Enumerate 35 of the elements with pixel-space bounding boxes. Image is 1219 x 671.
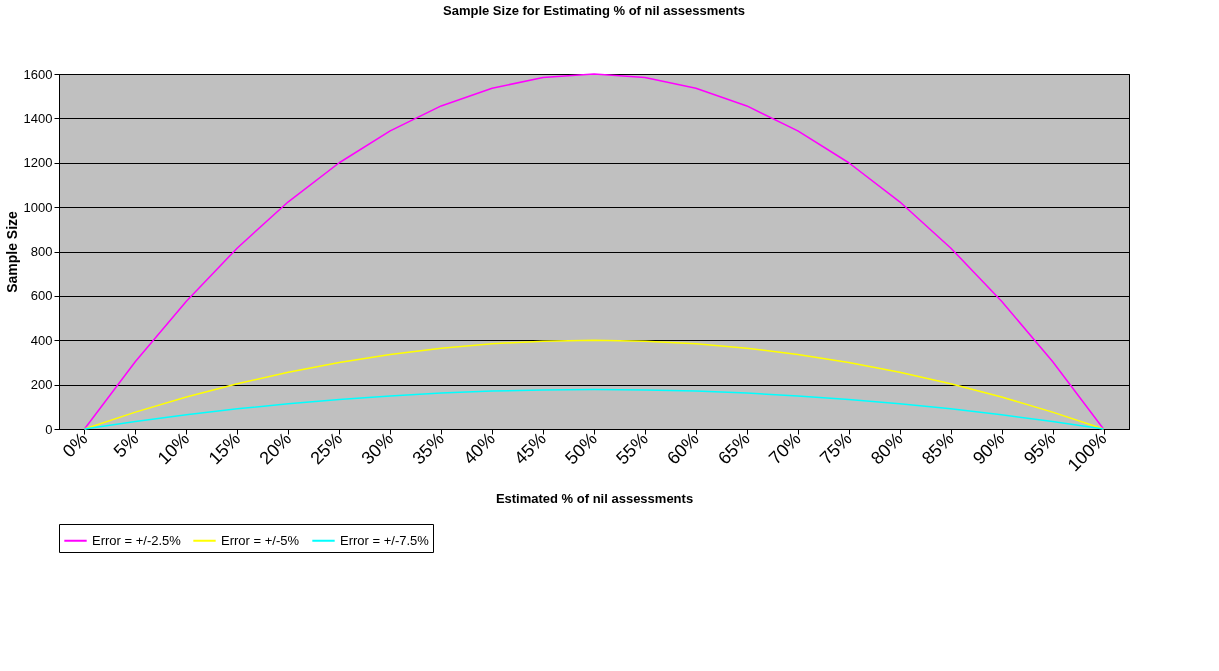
y-tick-label: 800 <box>30 244 53 259</box>
x-tick-label: 35% <box>408 428 449 469</box>
x-tick-label: 95% <box>1019 428 1060 469</box>
y-tick-label: 0 <box>45 421 53 437</box>
y-tick-label: 1000 <box>23 199 53 215</box>
x-axis-title: Estimated % of nil assessments <box>495 491 694 507</box>
x-tick-label: 60% <box>663 428 703 469</box>
x-tick-label: 30% <box>357 428 398 469</box>
legend-label: Error = +/-7.5% <box>340 532 430 548</box>
x-tick-label: 5% <box>109 428 143 462</box>
legend-label: Error = +/-2.5% <box>92 532 182 548</box>
line-series <box>83 73 1105 430</box>
x-tick-label: 0% <box>58 428 92 462</box>
x-tick-label: 55% <box>612 428 652 469</box>
x-tick-label: 40% <box>459 428 499 469</box>
x-tick-label: 85% <box>917 428 958 469</box>
x-tick-label: 15% <box>204 428 245 469</box>
x-tick-label: 90% <box>968 428 1009 469</box>
y-tick-label: 200 <box>30 377 53 393</box>
chart-title: Sample Size for Estimating % of nil assessments <box>443 3 745 18</box>
legend-label: Error = +/-5% <box>221 532 300 548</box>
x-tick-label: 45% <box>510 428 550 469</box>
x-tick-label: 65% <box>714 428 754 469</box>
x-tick-label: 70% <box>765 428 805 469</box>
x-tick-label: 80% <box>866 428 907 469</box>
y-axis-title: Sample Size <box>3 210 20 293</box>
y-tick-label: 1600 <box>23 66 53 82</box>
y-tick-label: 400 <box>30 332 53 348</box>
y-tick-label: 1400 <box>23 110 53 126</box>
x-tick-label: 50% <box>561 428 601 469</box>
y-tick-label: 600 <box>30 288 53 304</box>
y-tick-label: 1200 <box>23 155 53 171</box>
x-tick-label: 10% <box>153 428 194 469</box>
x-tick-label: 75% <box>816 428 856 469</box>
line-series <box>83 388 1105 430</box>
